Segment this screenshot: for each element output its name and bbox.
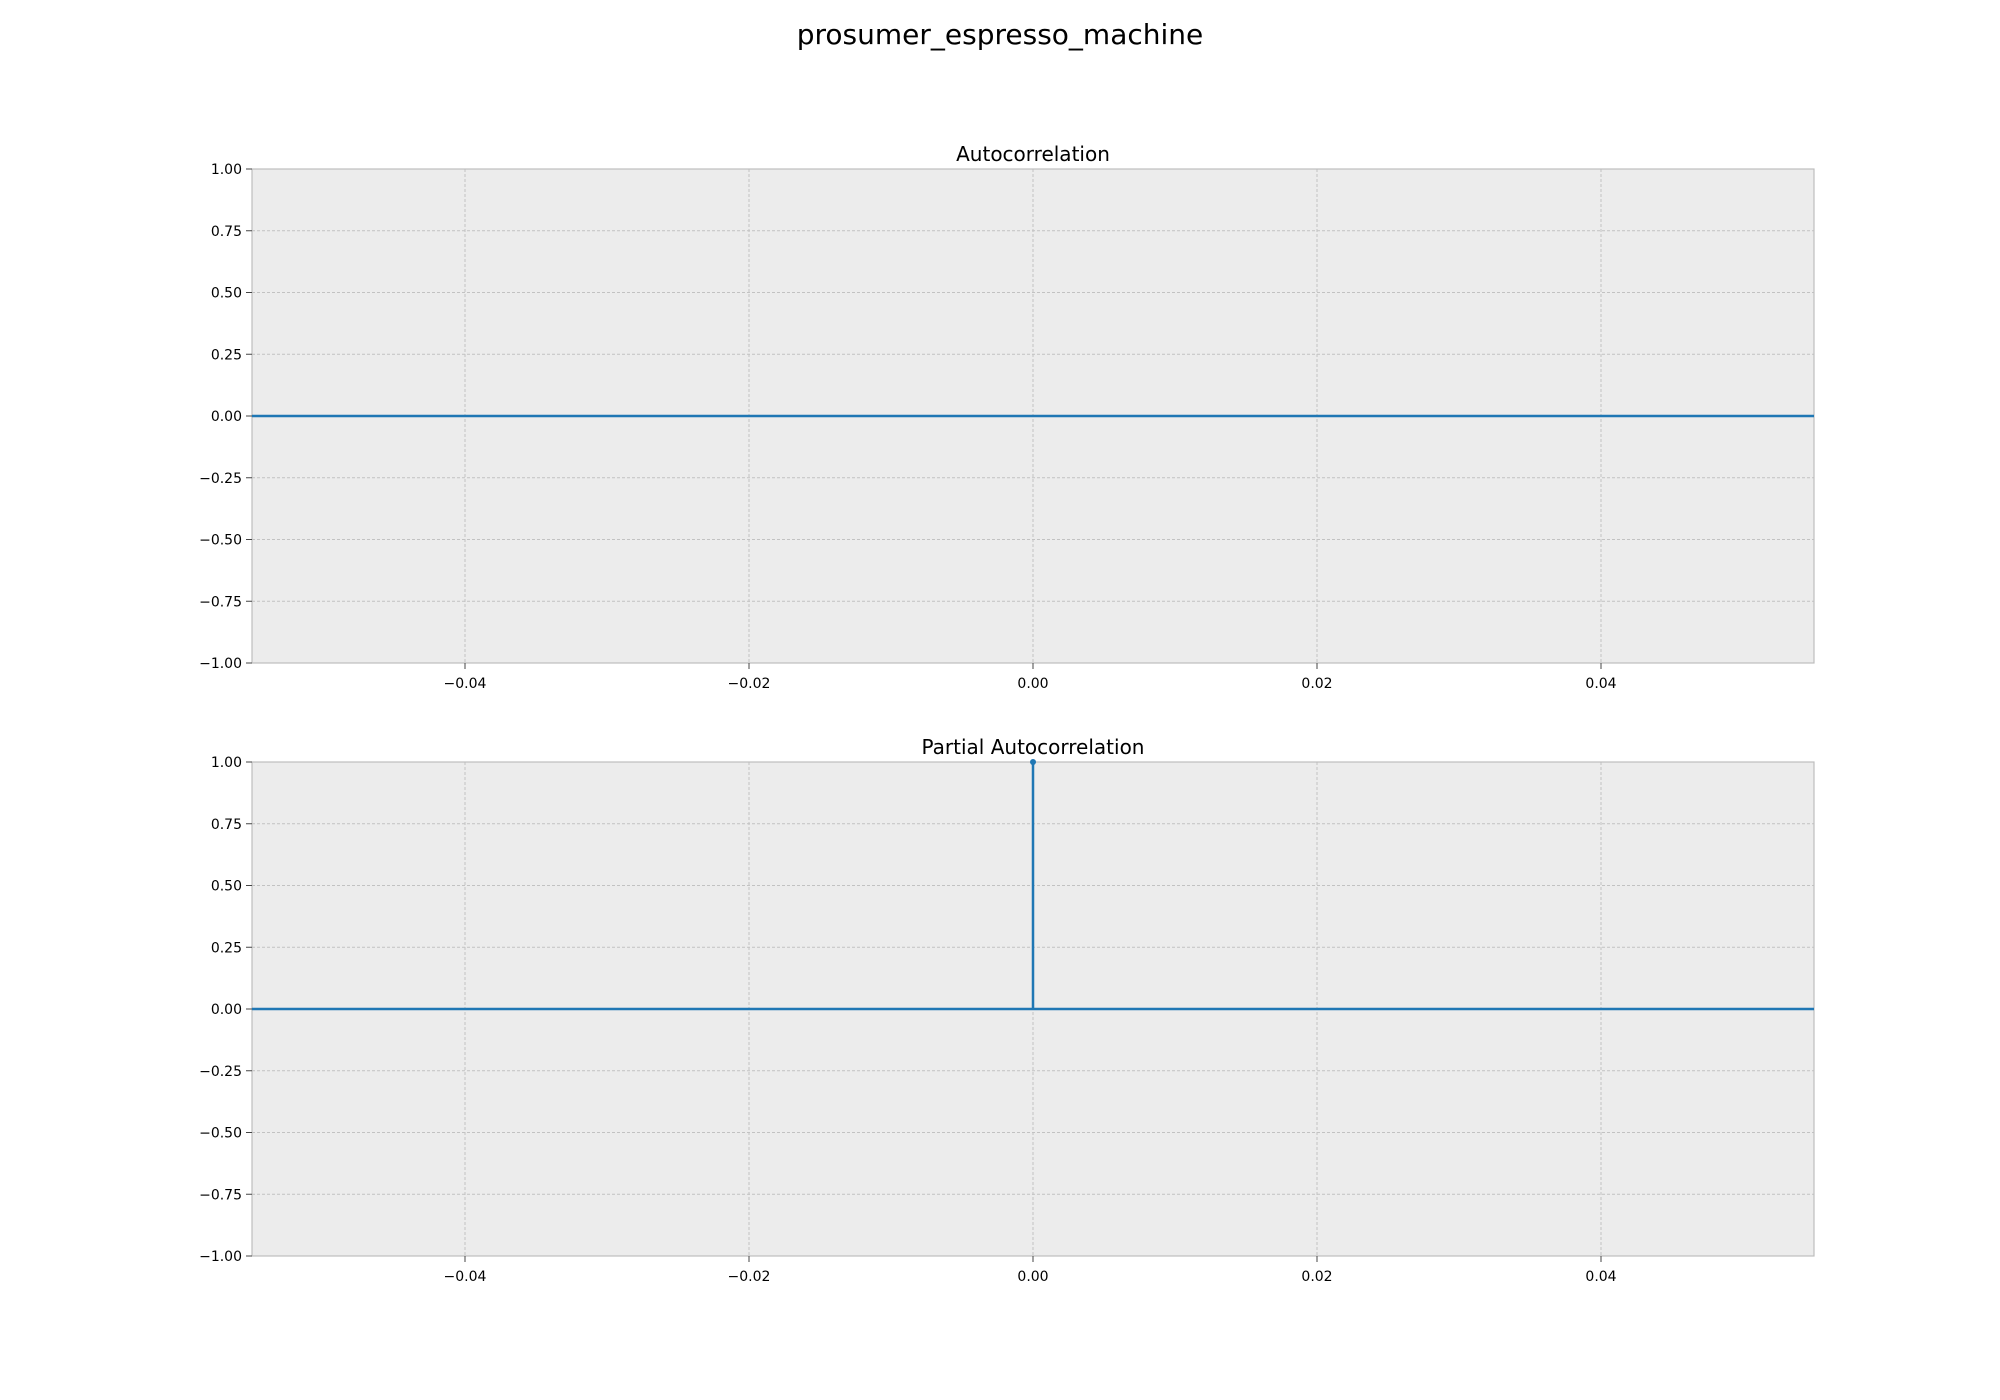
panel-title: Partial Autocorrelation [922, 735, 1145, 759]
y-tick-label: −1.00 [199, 1249, 242, 1265]
x-tick-label: 0.00 [1017, 676, 1048, 692]
y-tick-label: 0.50 [211, 286, 242, 302]
x-tick-label: −0.04 [444, 676, 487, 692]
chart-panel-1: −0.04 −0.02 0.00 0.02 0.04 1.00 0.75 0.50 0.25 0.… [199, 142, 1815, 692]
x-tick-label: 0.02 [1301, 1269, 1332, 1285]
stem-marker [1030, 759, 1036, 765]
x-tick-label: −0.02 [728, 1269, 771, 1285]
x-tick-label: −0.04 [444, 1269, 487, 1285]
figure-title: prosumer_espresso_machine [796, 18, 1204, 51]
y-tick-label: −0.75 [199, 1187, 242, 1203]
x-tick-label: 0.04 [1585, 676, 1616, 692]
y-tick-label: 0.25 [211, 347, 242, 363]
y-tick-label: −0.25 [199, 471, 242, 487]
y-tick-label: −0.75 [199, 594, 242, 610]
x-tick-label: −0.02 [728, 676, 771, 692]
y-tick-label: 0.50 [211, 879, 242, 895]
y-tick-label: 0.75 [211, 224, 242, 240]
chart-panel-2: −0.04 −0.02 0.00 0.02 0.04 1.00 0.75 0.50 0.25 0.… [199, 735, 1815, 1285]
y-tick-label: 1.00 [211, 755, 242, 771]
y-tick-label: 0.25 [211, 940, 242, 956]
y-tick-label: 0.00 [211, 409, 242, 425]
y-tick-label: 0.75 [211, 817, 242, 833]
y-tick-label: −1.00 [199, 656, 242, 672]
y-tick-label: −0.50 [199, 1126, 242, 1142]
y-tick-label: −0.25 [199, 1064, 242, 1080]
y-tick-label: 1.00 [211, 162, 242, 178]
y-tick-label: −0.50 [199, 533, 242, 549]
panel-title: Autocorrelation [956, 142, 1110, 166]
x-tick-label: 0.04 [1585, 1269, 1616, 1285]
x-tick-label: 0.02 [1301, 676, 1332, 692]
x-tick-label: 0.00 [1017, 1269, 1048, 1285]
y-tick-label: 0.00 [211, 1002, 242, 1018]
